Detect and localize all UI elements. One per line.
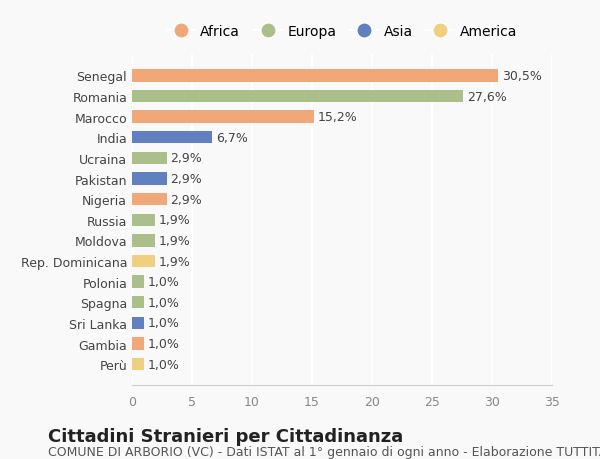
Bar	[132, 194, 167, 206]
Bar	[132, 317, 144, 330]
Bar	[132, 297, 144, 309]
Text: 2,9%: 2,9%	[170, 152, 202, 165]
Bar	[132, 152, 167, 165]
Text: 1,0%: 1,0%	[148, 337, 179, 350]
Bar	[132, 235, 155, 247]
Text: 1,9%: 1,9%	[158, 235, 190, 247]
Text: 1,9%: 1,9%	[158, 255, 190, 268]
Text: 1,0%: 1,0%	[148, 317, 179, 330]
Bar	[132, 111, 314, 123]
Bar	[132, 132, 212, 144]
Bar	[132, 214, 155, 226]
Bar	[132, 276, 144, 288]
Bar	[132, 91, 463, 103]
Text: 30,5%: 30,5%	[502, 70, 541, 83]
Legend: Africa, Europa, Asia, America: Africa, Europa, Asia, America	[161, 19, 523, 44]
Bar	[132, 358, 144, 370]
Bar	[132, 338, 144, 350]
Text: 1,0%: 1,0%	[148, 358, 179, 371]
Text: COMUNE DI ARBORIO (VC) - Dati ISTAT al 1° gennaio di ogni anno - Elaborazione TU: COMUNE DI ARBORIO (VC) - Dati ISTAT al 1…	[48, 445, 600, 458]
Text: Cittadini Stranieri per Cittadinanza: Cittadini Stranieri per Cittadinanza	[48, 427, 403, 445]
Bar	[132, 173, 167, 185]
Text: 6,7%: 6,7%	[216, 132, 248, 145]
Text: 15,2%: 15,2%	[318, 111, 358, 124]
Text: 2,9%: 2,9%	[170, 173, 202, 185]
Text: 2,9%: 2,9%	[170, 193, 202, 206]
Text: 1,0%: 1,0%	[148, 296, 179, 309]
Text: 27,6%: 27,6%	[467, 90, 506, 103]
Bar	[132, 70, 498, 83]
Bar	[132, 255, 155, 268]
Text: 1,9%: 1,9%	[158, 214, 190, 227]
Text: 1,0%: 1,0%	[148, 275, 179, 289]
